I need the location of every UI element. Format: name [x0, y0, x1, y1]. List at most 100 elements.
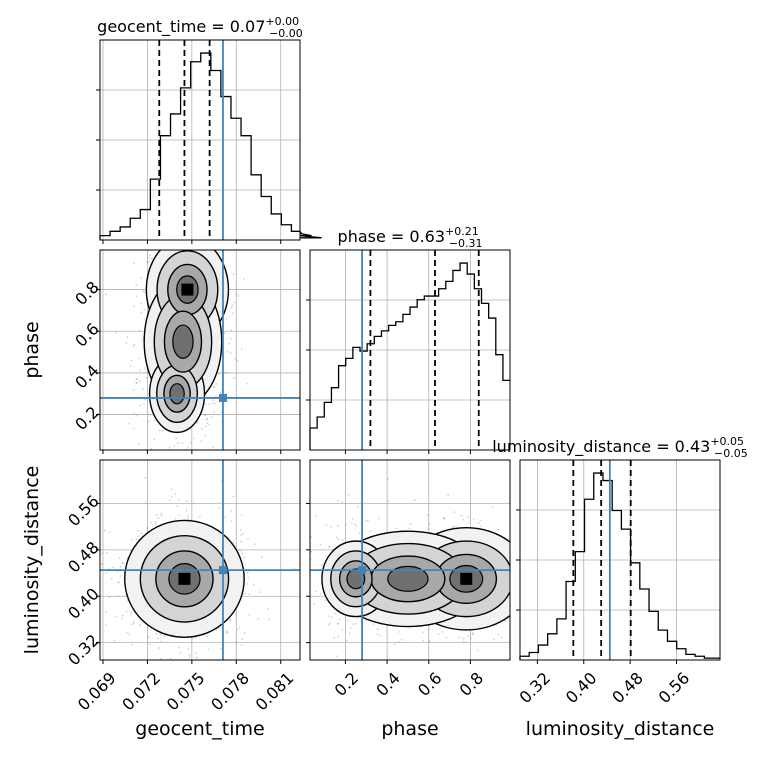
sample-point — [387, 500, 390, 502]
sample-point — [178, 498, 180, 501]
sample-point — [421, 631, 424, 634]
sample-point — [267, 608, 269, 610]
y-tick-label: 0.2 — [71, 403, 102, 434]
sample-point — [529, 514, 531, 516]
sample-point — [230, 520, 233, 523]
sample-point — [337, 538, 339, 541]
sample-point — [462, 640, 465, 643]
sample-point — [422, 639, 425, 642]
y-axis-label-phase: phase — [21, 321, 43, 378]
sample-point — [126, 336, 129, 338]
sample-point — [158, 647, 161, 649]
sample-point — [207, 244, 209, 246]
sample-point — [133, 262, 136, 265]
sample-point — [302, 582, 304, 584]
sample-point — [133, 412, 135, 415]
sample-point — [150, 447, 153, 450]
sample-point — [132, 389, 135, 391]
density-peak — [178, 572, 191, 585]
sample-point — [321, 564, 323, 566]
sample-point — [346, 639, 348, 642]
sample-point — [350, 522, 353, 525]
sample-point — [140, 302, 142, 305]
panel-title-phase: phase = 0.63+0.21 −0.31 — [338, 225, 483, 250]
truth-marker — [218, 393, 227, 402]
y-tick-label: 0.40 — [64, 584, 103, 623]
sample-point — [208, 403, 210, 406]
sample-point — [548, 552, 550, 554]
sample-point — [469, 637, 472, 640]
sample-point — [204, 413, 207, 416]
x-tick-label: 0.48 — [608, 668, 647, 707]
sample-point — [341, 501, 343, 503]
sample-point — [293, 567, 296, 570]
sample-point — [445, 636, 448, 639]
sample-point — [293, 534, 295, 536]
sample-point — [516, 569, 518, 571]
sample-point — [347, 494, 350, 496]
sample-point — [147, 260, 150, 263]
x-axis-label-geocent_time: geocent_time — [135, 718, 264, 740]
sample-point — [195, 656, 198, 659]
sample-point — [130, 611, 133, 613]
sample-point — [533, 574, 535, 576]
sample-point — [248, 613, 251, 616]
sample-point — [153, 244, 155, 246]
sample-point — [174, 517, 177, 520]
sample-point — [121, 562, 124, 565]
sample-point — [342, 539, 344, 541]
sample-point — [345, 524, 348, 526]
sample-point — [544, 583, 546, 585]
sample-point — [366, 519, 369, 522]
sample-point — [149, 643, 152, 646]
sample-point — [230, 510, 233, 512]
contour-level — [169, 383, 185, 405]
sample-point — [108, 531, 111, 534]
sample-point — [467, 522, 470, 524]
sample-point — [191, 638, 194, 640]
sample-point — [376, 633, 379, 636]
sample-point — [135, 414, 138, 417]
sample-point — [230, 306, 233, 309]
sample-point — [144, 367, 147, 369]
sample-point — [337, 635, 340, 638]
y-tick-label: 0.8 — [71, 278, 102, 309]
sample-point — [238, 549, 240, 551]
sample-point — [119, 575, 122, 577]
sample-point — [328, 546, 331, 549]
sample-point — [546, 585, 548, 587]
sample-point — [351, 661, 353, 663]
sample-point — [525, 547, 527, 549]
sample-point — [195, 652, 197, 655]
sample-point — [138, 329, 141, 332]
sample-point — [447, 494, 449, 497]
sample-point — [451, 526, 454, 529]
sample-point — [160, 512, 163, 515]
sample-point — [542, 633, 544, 635]
contour-level — [387, 565, 429, 592]
sample-point — [177, 442, 180, 444]
sample-point — [137, 535, 140, 538]
sample-point — [513, 576, 515, 578]
sample-point — [393, 643, 396, 645]
sample-point — [177, 196, 179, 198]
sample-point — [153, 438, 156, 441]
sample-point — [163, 244, 165, 246]
joint-density — [105, 196, 249, 453]
sample-point — [137, 442, 140, 445]
sample-point — [181, 244, 183, 246]
sample-point — [154, 419, 156, 422]
sample-point — [497, 633, 500, 636]
sample-point — [522, 557, 524, 559]
sample-point — [324, 599, 327, 602]
sample-point — [121, 614, 124, 617]
sample-point — [155, 632, 158, 635]
sample-point — [135, 538, 138, 541]
sample-point — [428, 640, 431, 643]
sample-point — [133, 305, 135, 308]
marginal-panel-phase: phase = 0.63+0.21 −0.31 — [306, 225, 511, 454]
sample-point — [315, 590, 317, 593]
sample-point — [195, 451, 197, 453]
sample-point — [212, 386, 215, 389]
y-tick-label: 0.4 — [71, 361, 102, 392]
